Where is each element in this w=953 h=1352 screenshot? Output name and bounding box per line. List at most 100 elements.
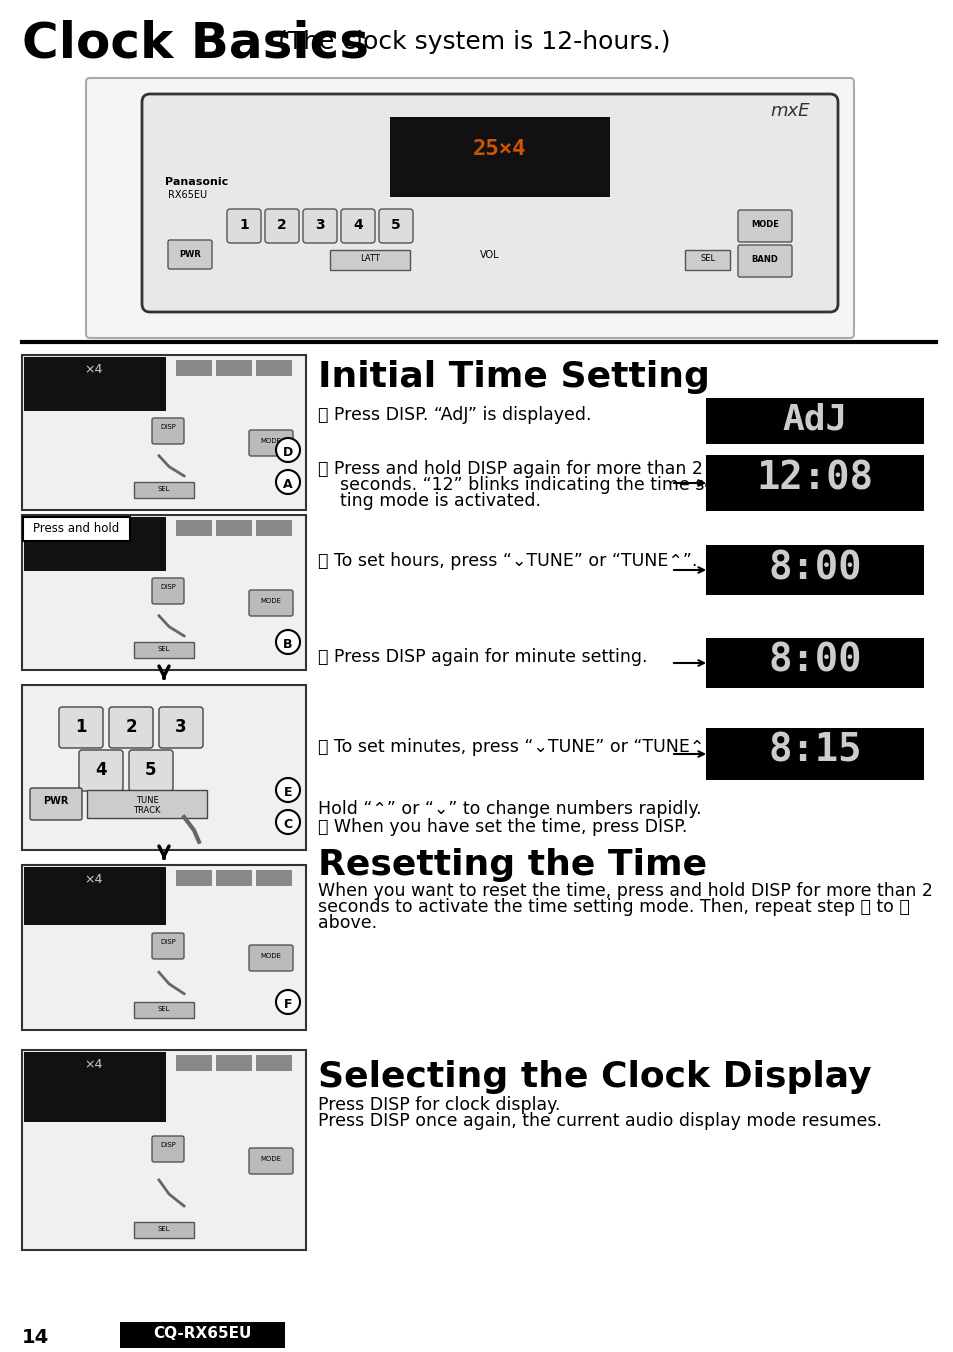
Text: Ⓒ To set hours, press “⌄TUNE” or “TUNE⌃”.: Ⓒ To set hours, press “⌄TUNE” or “TUNE⌃”…	[317, 552, 697, 571]
FancyBboxPatch shape	[79, 750, 123, 791]
Bar	[255, 1055, 292, 1071]
Text: MODE: MODE	[260, 953, 281, 959]
Text: Ⓔ To set minutes, press “⌄TUNE” or “TUNE⌃”.: Ⓔ To set minutes, press “⌄TUNE” or “TUNE…	[317, 738, 719, 756]
Bar	[175, 1055, 212, 1071]
Text: MODE: MODE	[260, 1156, 281, 1161]
Text: B: B	[283, 638, 293, 652]
Text: 4: 4	[353, 218, 362, 233]
Bar	[215, 521, 252, 535]
Text: 8:00: 8:00	[767, 549, 861, 587]
FancyBboxPatch shape	[378, 210, 413, 243]
Bar	[705, 397, 923, 443]
Text: AdJ: AdJ	[781, 402, 846, 435]
Text: 3: 3	[314, 218, 324, 233]
Bar	[175, 521, 212, 535]
FancyBboxPatch shape	[22, 515, 306, 671]
FancyBboxPatch shape	[133, 1222, 193, 1238]
FancyBboxPatch shape	[109, 707, 152, 748]
Text: Ⓑ Press and hold DISP again for more than 2: Ⓑ Press and hold DISP again for more tha…	[317, 460, 702, 479]
FancyBboxPatch shape	[249, 1148, 293, 1174]
Circle shape	[275, 777, 299, 802]
Circle shape	[275, 990, 299, 1014]
Text: MODE: MODE	[750, 220, 778, 228]
Text: LATT: LATT	[359, 254, 379, 264]
Text: MODE: MODE	[260, 598, 281, 604]
Text: Ⓓ Press DISP again for minute setting.: Ⓓ Press DISP again for minute setting.	[317, 648, 647, 667]
Text: Ⓕ When you have set the time, press DISP.: Ⓕ When you have set the time, press DISP…	[317, 818, 687, 836]
Text: seconds to activate the time setting mode. Then, repeat step Ⓒ to Ⓕ: seconds to activate the time setting mod…	[317, 898, 909, 917]
FancyBboxPatch shape	[249, 589, 293, 617]
Text: C: C	[283, 818, 293, 831]
Text: DISP: DISP	[160, 1142, 175, 1148]
FancyBboxPatch shape	[330, 250, 410, 270]
Text: E: E	[283, 786, 292, 799]
Text: ×4: ×4	[84, 1059, 102, 1071]
Text: Press DISP once again, the current audio display mode resumes.: Press DISP once again, the current audio…	[317, 1111, 882, 1130]
Bar	[390, 118, 609, 197]
Text: MODE: MODE	[260, 438, 281, 443]
Bar	[24, 516, 166, 572]
Text: Press DISP for clock display.: Press DISP for clock display.	[317, 1096, 559, 1114]
Bar	[705, 638, 923, 688]
Text: SEL: SEL	[700, 254, 715, 264]
FancyBboxPatch shape	[168, 241, 212, 269]
Text: Press and hold: Press and hold	[32, 522, 119, 535]
Bar	[24, 867, 166, 925]
FancyBboxPatch shape	[738, 245, 791, 277]
FancyBboxPatch shape	[303, 210, 336, 243]
FancyBboxPatch shape	[86, 78, 853, 338]
Circle shape	[275, 470, 299, 493]
Text: ting mode is activated.: ting mode is activated.	[317, 492, 540, 510]
Text: Selecting the Clock Display: Selecting the Clock Display	[317, 1060, 871, 1094]
Text: BAND: BAND	[751, 256, 778, 264]
Text: Clock Basics: Clock Basics	[22, 20, 369, 68]
Text: ×4: ×4	[84, 362, 102, 376]
Text: mxE: mxE	[769, 101, 809, 120]
Circle shape	[275, 630, 299, 654]
FancyBboxPatch shape	[738, 210, 791, 242]
FancyBboxPatch shape	[87, 790, 207, 818]
FancyBboxPatch shape	[133, 483, 193, 498]
Bar	[705, 727, 923, 780]
Text: D: D	[283, 446, 293, 458]
FancyBboxPatch shape	[159, 707, 203, 748]
Text: VOL: VOL	[479, 250, 499, 260]
Bar	[215, 360, 252, 376]
FancyBboxPatch shape	[22, 356, 306, 510]
FancyBboxPatch shape	[265, 210, 298, 243]
FancyBboxPatch shape	[249, 945, 293, 971]
FancyBboxPatch shape	[142, 95, 837, 312]
Text: DISP: DISP	[160, 425, 175, 430]
Bar	[24, 1052, 166, 1122]
Text: 5: 5	[391, 218, 400, 233]
Text: When you want to reset the time, press and hold DISP for more than 2: When you want to reset the time, press a…	[317, 882, 932, 900]
FancyBboxPatch shape	[133, 1002, 193, 1018]
Text: 12:08: 12:08	[756, 458, 873, 498]
FancyBboxPatch shape	[152, 579, 184, 604]
Text: ×4: ×4	[84, 523, 102, 535]
FancyBboxPatch shape	[129, 750, 172, 791]
Text: 2: 2	[125, 718, 136, 735]
Text: SEL: SEL	[157, 1006, 171, 1013]
Text: 5: 5	[145, 761, 156, 779]
Bar	[120, 1322, 285, 1348]
Text: 8:15: 8:15	[767, 731, 861, 771]
FancyBboxPatch shape	[249, 430, 293, 456]
Bar	[215, 1055, 252, 1071]
Text: SEL: SEL	[157, 646, 171, 652]
Bar	[255, 521, 292, 535]
Text: CQ-RX65EU: CQ-RX65EU	[152, 1326, 251, 1341]
Bar	[215, 869, 252, 886]
Bar	[705, 456, 923, 511]
Text: Resetting the Time: Resetting the Time	[317, 848, 706, 882]
FancyBboxPatch shape	[152, 418, 184, 443]
Text: Initial Time Setting: Initial Time Setting	[317, 360, 709, 393]
Text: RX65EU: RX65EU	[168, 191, 207, 200]
Bar	[255, 869, 292, 886]
Bar	[255, 360, 292, 376]
FancyBboxPatch shape	[22, 685, 306, 850]
Text: DISP: DISP	[160, 940, 175, 945]
Text: DISP: DISP	[160, 584, 175, 589]
Text: (The clock system is 12-hours.): (The clock system is 12-hours.)	[270, 30, 670, 54]
Text: 1: 1	[239, 218, 249, 233]
